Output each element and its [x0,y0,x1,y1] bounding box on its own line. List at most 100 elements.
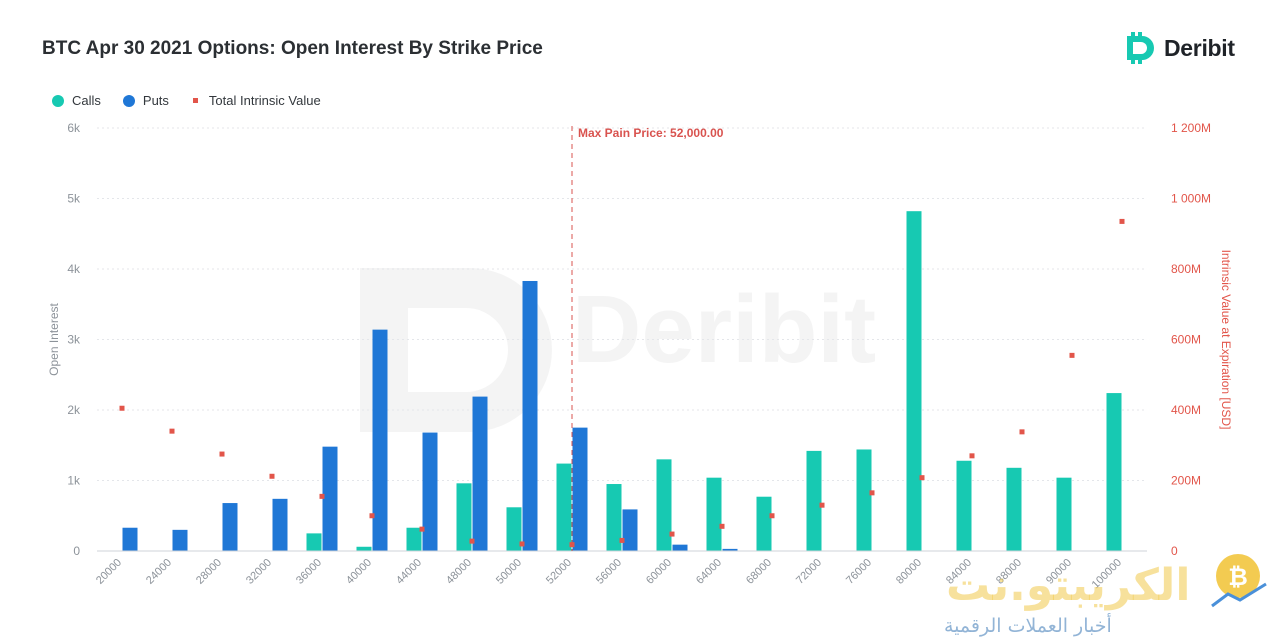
intrinsic-value-point [619,537,625,543]
calls-bar [656,459,672,551]
intrinsic-swatch-icon [192,98,198,103]
max-pain-annotation: Max Pain Price: 52,000.00 [571,126,724,551]
x-tick-label: 24000 [144,557,174,587]
y-tick-label: 6k [67,121,81,135]
y2-axis-label: Intrinsic Value at Expiration [USD] [1219,250,1233,430]
x-tick-label: 48000 [444,557,474,587]
y-tick-label: 0 [73,544,80,558]
intrinsic-value-point [169,428,175,434]
calls-bar [706,477,722,551]
calls-bar [456,483,472,551]
intrinsic-value-point [469,538,475,544]
legend-item-puts[interactable]: Puts [122,93,169,108]
puts-bar [422,432,438,551]
intrinsic-value-point [1069,352,1075,358]
x-tick-label: 32000 [244,557,274,587]
intrinsic-value-point [269,473,275,479]
intrinsic-value-point [719,523,725,529]
alcrypto-watermark-text: الكريبتو.نت [946,560,1190,611]
intrinsic-value-point [669,531,675,537]
alcrypto-watermark: الكريبتو.نت ₿ أخبار العملات الرقمية [944,554,1267,637]
legend-calls-label: Calls [72,93,101,108]
calls-bar [1106,393,1122,551]
puts-bar [472,396,488,551]
puts-bar [272,498,288,551]
calls-bar [606,484,622,551]
chart-title: BTC Apr 30 2021 Options: Open Interest B… [42,38,543,59]
y-axis-label: Open Interest [47,302,61,375]
x-tick-label: 20000 [94,557,124,587]
calls-bar [1056,477,1072,551]
y2-tick-label: 200M [1171,474,1201,488]
x-tick-label: 28000 [194,557,224,587]
intrinsic-value-point [219,451,225,457]
puts-bar [722,548,738,551]
deribit-logo-icon [1127,32,1154,64]
x-tick-label: 64000 [694,557,724,587]
deribit-logo: Deribit [1124,30,1235,66]
calls-swatch-icon [52,94,64,107]
y2-tick-label: 0 [1171,544,1178,558]
x-tick-label: 36000 [294,557,324,587]
legend-puts-label: Puts [142,93,169,108]
intrinsic-value-point [319,493,325,499]
intrinsic-value-point [1019,429,1025,435]
calls-bar [856,449,872,551]
puts-bar [622,509,638,551]
deribit-watermark-icon-inner [408,308,508,392]
calls-bar [806,450,822,551]
intrinsic-value-point [769,513,775,519]
y2-tick-label: 1 000M [1171,192,1211,206]
intrinsic-value-point [119,405,125,411]
y2-tick-label: 1 200M [1171,121,1211,135]
puts-bar [172,529,188,551]
x-tick-label: 72000 [794,557,824,587]
max-pain-label: Max Pain Price: 52,000.00 [578,126,724,140]
legend-item-calls[interactable]: Calls [52,93,101,108]
x-tick-label: 80000 [894,557,924,587]
deribit-watermark-text: Deribit [572,276,876,383]
intrinsic-value-point [919,475,925,481]
legend-item-intrinsic[interactable]: Total Intrinsic Value [191,93,321,108]
calls-bar [906,211,922,551]
x-tick-label: 40000 [344,557,374,587]
y-tick-label: 5k [67,192,81,206]
x-tick-label: 76000 [844,557,874,587]
intrinsic-value-point [819,502,825,508]
chart-grid [97,127,1147,481]
x-tick-label: 60000 [644,557,674,587]
legend-intrinsic-label: Total Intrinsic Value [208,93,321,108]
bitcoin-symbol-icon: ₿ [1228,563,1248,591]
intrinsic-value-point [869,490,875,496]
y-tick-label: 4k [67,262,81,276]
intrinsic-value-point [969,453,975,459]
calls-bar [1006,467,1022,551]
puts-swatch-icon [122,94,135,107]
x-tick-label: 56000 [594,557,624,587]
y2-tick-label: 600M [1171,333,1201,347]
puts-bar [522,280,538,551]
alcrypto-tagline: أخبار العملات الرقمية [944,613,1112,637]
trend-arrow-icon [1211,582,1267,608]
y-tick-label: 2k [67,403,81,417]
x-tick-label: 68000 [744,557,774,587]
x-tick-label: 50000 [494,557,524,587]
y-tick-label: 3k [67,333,81,347]
y2-tick-label: 800M [1171,262,1201,276]
chart-bars [122,211,1122,551]
puts-bar [672,544,688,551]
brand-name: Deribit [1164,34,1235,61]
puts-bar [222,503,238,551]
intrinsic-value-point [1119,218,1125,224]
puts-bar [572,427,588,551]
calls-bar [306,533,322,551]
calls-bar [506,507,522,551]
chart-legend: Calls Puts Total Intrinsic Value [52,93,343,108]
calls-bar [756,496,772,551]
puts-bar [322,446,338,551]
x-tick-label: 52000 [544,557,574,587]
y2-tick-label: 400M [1171,403,1201,417]
deribit-watermark: Deribit [360,268,876,432]
calls-bar [956,460,972,551]
